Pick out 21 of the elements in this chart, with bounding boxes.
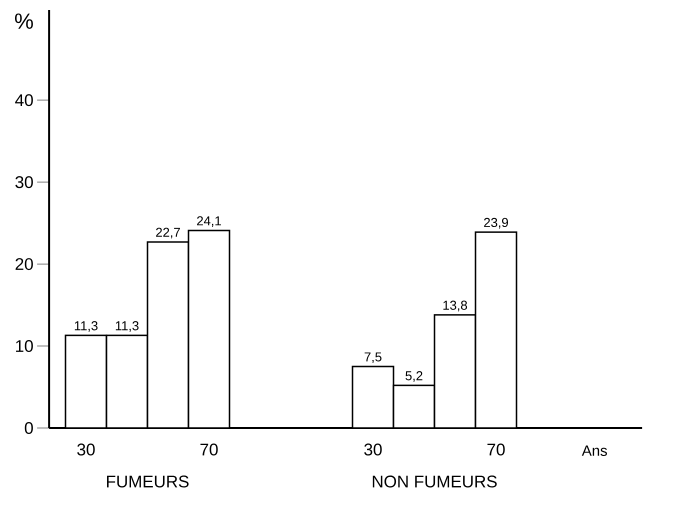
data-label: 11,3 bbox=[74, 321, 98, 332]
y-tick-label: 20 bbox=[16, 258, 33, 270]
data-label: 5,2 bbox=[406, 371, 422, 382]
text: FUMEURS bbox=[107, 476, 189, 488]
data-label: 11,3 bbox=[116, 321, 139, 332]
x-tick-label: 70 bbox=[487, 444, 505, 456]
y-tick-label: 30 bbox=[15, 176, 33, 188]
text: NON FUMEURS bbox=[372, 476, 497, 488]
y-tick-label: 10 bbox=[16, 340, 33, 352]
x-tick-label: 70 bbox=[200, 444, 218, 456]
data-label: 23,9 bbox=[484, 218, 508, 229]
y-tick-label: 40 bbox=[15, 94, 33, 106]
data-label: 22,7 bbox=[156, 228, 180, 238]
data-label: 13,8 bbox=[443, 300, 468, 312]
x-axis-title: Ans bbox=[582, 446, 607, 456]
y-tick-label: 0 bbox=[24, 422, 33, 434]
y-axis-title: % bbox=[15, 14, 33, 29]
data-label: 7,5 bbox=[364, 352, 382, 364]
data-label: 24,1 bbox=[197, 216, 221, 227]
x-tick-label: 30 bbox=[77, 444, 95, 456]
x-tick-label: 30 bbox=[364, 444, 382, 456]
